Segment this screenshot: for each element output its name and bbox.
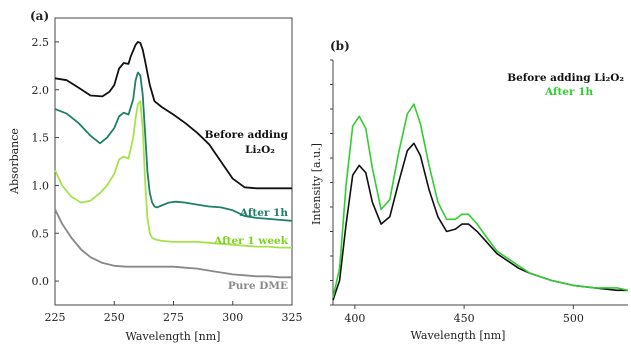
panel-a-plot-frame [54, 17, 293, 306]
series-line-after-1h [54, 71, 293, 222]
b-x-tick-label-400: 400 [344, 312, 365, 325]
y-tick-label-5: 2.5 [32, 36, 50, 49]
y-tick-label-3: 1.5 [32, 132, 50, 145]
panel-a-x-axis-title: Wavelength [nm] [126, 330, 221, 343]
x-tick-label-300: 300 [222, 311, 243, 324]
panel-b-x-axis-title: Wavelength [nm] [411, 329, 506, 342]
series-line-b-before-adding-li-o [332, 142, 628, 301]
series-line-after-1-week [54, 100, 292, 249]
x-tick-label-275: 275 [163, 311, 184, 324]
panel-a-y-axis-title: Absorbance [8, 128, 21, 195]
series-line-b-after-1h [332, 103, 629, 298]
panel-b-label: (b) [330, 39, 350, 53]
panel-a-label: (a) [30, 9, 49, 23]
panel-b-y-ticks [330, 59, 333, 306]
panel-b-series-group [332, 103, 629, 301]
annotation-after-1-week: After 1 week [213, 235, 289, 247]
x-tick-label-225: 225 [45, 311, 66, 324]
panel-b-y-axis-title: Intensity [a.u.] [310, 143, 323, 225]
y-tick-label-4: 2.0 [32, 84, 50, 97]
legend-before-adding-li2o2: Before adding Li₂O₂ [507, 72, 624, 84]
series-line-pure-dme [54, 208, 292, 279]
annotation-pure-dme: Pure DME [228, 280, 288, 292]
b-x-tick-label-500: 500 [563, 312, 584, 325]
legend-after-1h: After 1h [544, 86, 594, 98]
y-tick-label-2: 1.0 [32, 179, 50, 192]
annotation-before-adding: Before adding [205, 129, 289, 141]
x-tick-label-250: 250 [104, 311, 125, 324]
annotation-after-1h: After 1h [239, 207, 289, 219]
panel-a-y-ticks: 0.0 0.5 1.0 1.5 2.0 2.5 [32, 36, 59, 288]
panel-b-x-ticks: 400 450 500 [344, 305, 584, 325]
x-tick-label-325: 325 [282, 311, 303, 324]
y-tick-label-1: 0.5 [32, 227, 50, 240]
b-x-tick-label-450: 450 [454, 312, 475, 325]
series-line-before-adding-li-o [54, 41, 292, 190]
panel-a-absorbance-chart: (a) 225 250 275 300 325 0.0 0.5 1.0 1.5 2.0 2.5 W… [8, 9, 303, 343]
annotation-li2o2: Li₂O₂ [245, 144, 275, 156]
panel-b-emission-chart: (b) 400 450 500 Wavelength [nm] Intensity … [310, 39, 629, 342]
panel-a-series-group [54, 41, 293, 279]
y-tick-label-0: 0.0 [32, 275, 50, 288]
panel-a-x-ticks: 225 250 275 300 325 [45, 301, 303, 324]
